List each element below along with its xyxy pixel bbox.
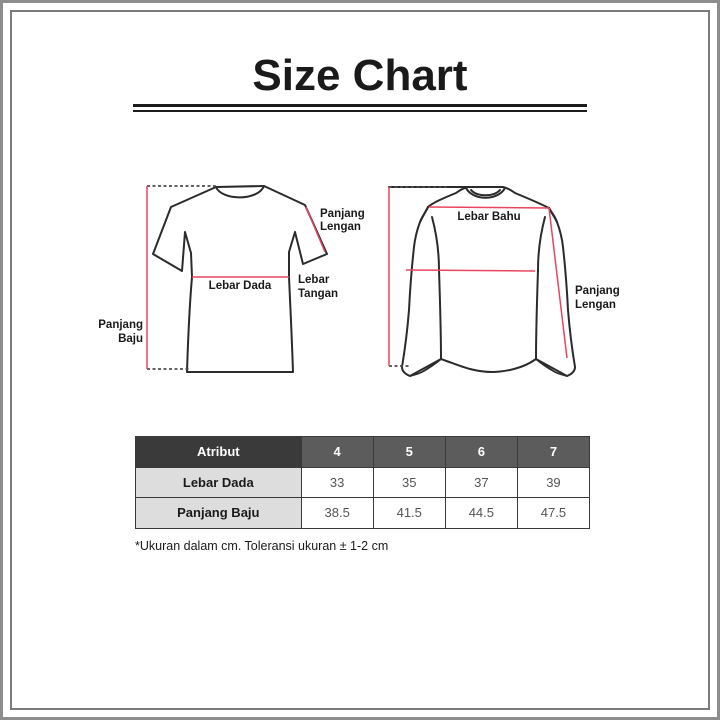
svg-text:Baju: Baju (118, 333, 143, 345)
svg-text:Panjang: Panjang (575, 285, 620, 297)
svg-text:Lengan: Lengan (320, 221, 361, 233)
svg-text:Lengan: Lengan (575, 299, 616, 311)
svg-text:Tangan: Tangan (298, 288, 338, 300)
svg-text:Lebar: Lebar (298, 274, 330, 286)
svg-text:Panjang: Panjang (320, 208, 365, 220)
svg-text:Panjang: Panjang (98, 319, 143, 331)
svg-text:Lebar Dada: Lebar Dada (209, 280, 272, 292)
svg-text:Lebar Bahu: Lebar Bahu (457, 211, 520, 223)
